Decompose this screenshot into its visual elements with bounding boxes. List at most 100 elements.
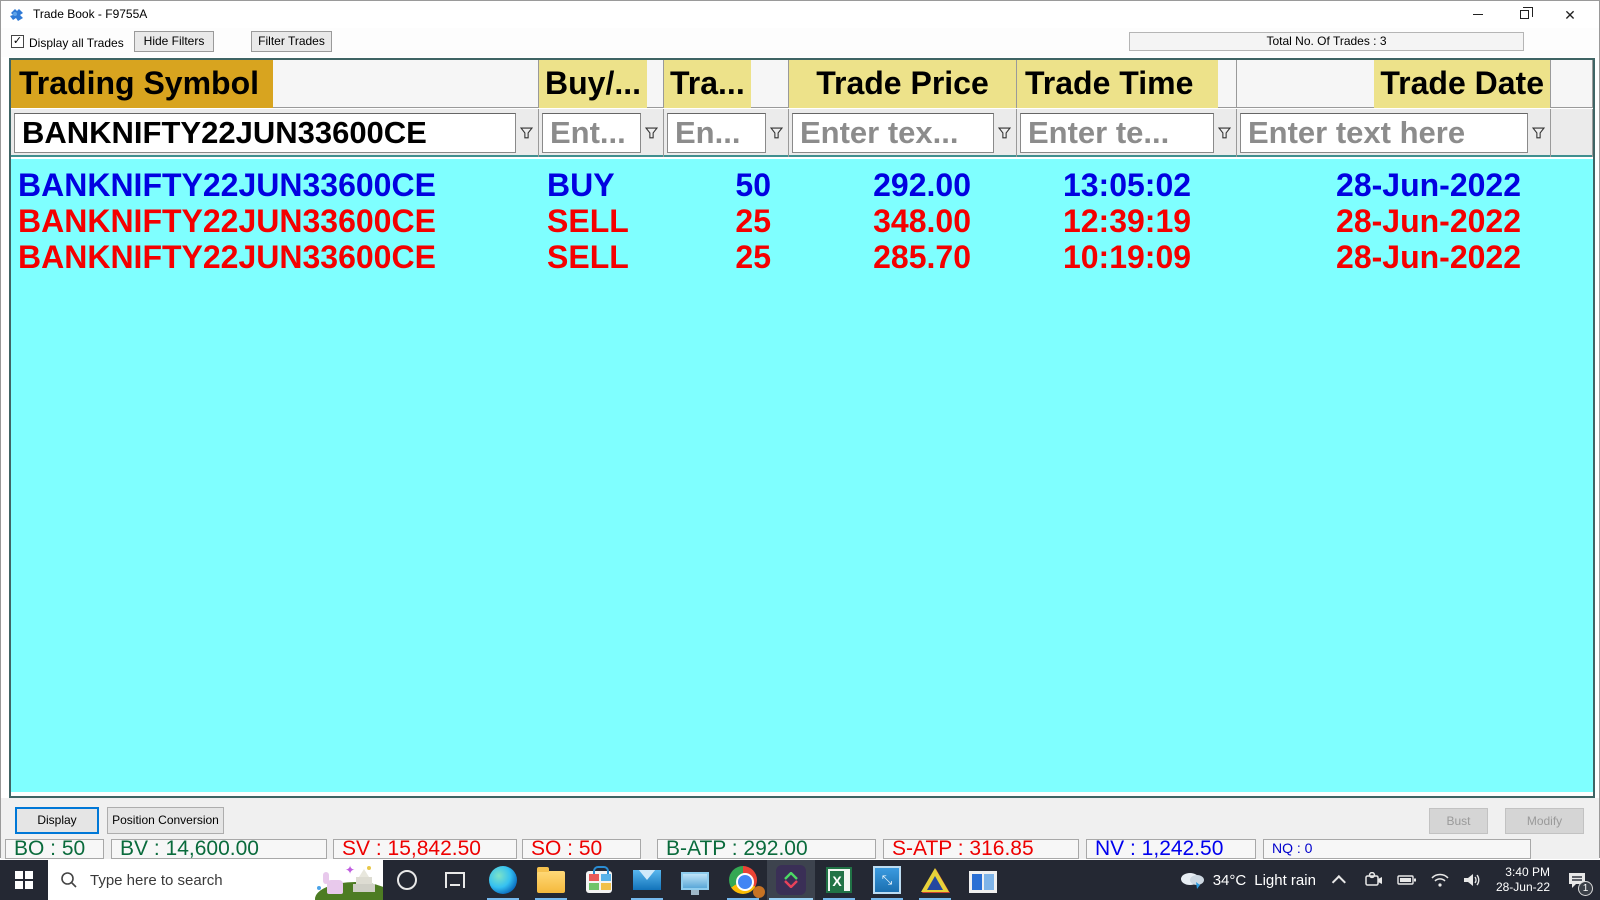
price-filter-input[interactable]: Enter tex... — [792, 113, 994, 153]
restore-button[interactable] — [1501, 1, 1547, 28]
meet-now-icon[interactable] — [1365, 872, 1383, 888]
cortana-icon — [397, 870, 417, 890]
filter-cell-side: Ent... — [539, 109, 664, 157]
column-header-trade-qty[interactable]: Tra... — [664, 60, 789, 108]
tray-expand-chevron-icon[interactable] — [1331, 875, 1346, 890]
app-puzzle-icon — [10, 9, 23, 21]
status-bo: BO : 50 — [5, 839, 104, 859]
cell-symbol: BANKNIFTY22JUN33600CE — [18, 167, 436, 203]
taskbar-item-window-app[interactable] — [959, 860, 1007, 900]
volume-icon[interactable] — [1463, 873, 1481, 887]
weather-widget[interactable]: 34°C Light rain — [1179, 870, 1316, 890]
task-view-icon — [445, 872, 465, 888]
title-bar: Trade Book - F9755A ✕ — [1, 1, 1599, 28]
edge-icon — [489, 866, 517, 894]
window-app-icon — [969, 870, 997, 893]
funnel-icon[interactable] — [1214, 113, 1234, 153]
weather-temp: 34°C — [1212, 871, 1247, 889]
side-filter-input[interactable]: Ent... — [542, 113, 641, 153]
cell-time: 10:19:09 — [1062, 239, 1192, 275]
taskbar-item-mail[interactable] — [623, 860, 671, 900]
taskbar-item-pc[interactable] — [671, 860, 719, 900]
taskbar-item-trading-app-active[interactable] — [767, 860, 815, 900]
modify-button[interactable]: Modify — [1505, 808, 1584, 834]
column-header-trade-time[interactable]: Trade Time — [1017, 60, 1237, 108]
qty-filter-input[interactable]: En... — [667, 113, 766, 153]
column-header-trading-symbol[interactable]: Trading Symbol — [11, 60, 539, 108]
taskbar: Type here to search ✦ ⤡ — [0, 860, 1600, 900]
cortana-button[interactable] — [383, 860, 431, 900]
battery-icon[interactable] — [1397, 874, 1417, 886]
cell-symbol: BANKNIFTY22JUN33600CE — [18, 239, 436, 275]
close-button[interactable]: ✕ — [1564, 6, 1576, 23]
status-so: SO : 50 — [522, 839, 641, 859]
filter-cell-time: Enter te... — [1017, 109, 1237, 157]
task-view-button[interactable] — [431, 860, 479, 900]
status-s-atp: S-ATP : 316.85 — [883, 839, 1079, 859]
cell-qty: 25 — [735, 203, 771, 239]
funnel-icon[interactable] — [516, 113, 536, 153]
column-header-trade-price[interactable]: Trade Price — [789, 60, 1017, 108]
taskbar-item-store[interactable] — [575, 860, 623, 900]
cell-side: SELL — [547, 203, 629, 239]
notification-center-button[interactable]: 1 — [1560, 860, 1594, 900]
taskbar-item-remote[interactable]: ⤡ — [863, 860, 911, 900]
grid-filter-row: BANKNIFTY22JUN33600CE Ent... En... Enter… — [11, 109, 1593, 157]
chrome-notification-badge — [753, 886, 765, 898]
monitor-icon — [681, 872, 709, 895]
display-button[interactable]: Display — [15, 807, 99, 834]
hide-filters-button[interactable]: Hide Filters — [134, 31, 214, 52]
display-all-trades-checkbox[interactable]: ✓ — [11, 35, 24, 48]
funnel-icon[interactable] — [766, 113, 786, 153]
taskbar-item-edge[interactable] — [479, 860, 527, 900]
cell-symbol: BANKNIFTY22JUN33600CE — [18, 203, 436, 239]
cell-price: 285.70 — [873, 239, 971, 275]
taskbar-item-explorer[interactable] — [527, 860, 575, 900]
wifi-icon[interactable] — [1431, 873, 1449, 887]
search-icon — [61, 872, 77, 888]
filter-cell-date: Enter text here — [1237, 109, 1551, 157]
chrome-icon — [729, 866, 757, 894]
windows-logo-icon — [15, 871, 33, 889]
bust-button[interactable]: Bust — [1429, 808, 1488, 834]
tray-time: 3:40 PM — [1505, 865, 1550, 879]
funnel-icon[interactable] — [641, 113, 661, 153]
funnel-icon[interactable] — [994, 113, 1014, 153]
minimize-button[interactable] — [1455, 1, 1501, 28]
cell-time: 12:39:19 — [1062, 203, 1192, 239]
trade-book-window: Trade Book - F9755A ✕ ✓ Display all Trad… — [0, 0, 1600, 859]
trading-app-icon — [776, 865, 806, 895]
trade-row[interactable]: BANKNIFTY22JUN33600CE SELL 25 348.00 12:… — [11, 203, 1593, 239]
window-controls: ✕ — [1455, 1, 1593, 28]
taskbar-item-chrome[interactable] — [719, 860, 767, 900]
tray-date: 28-Jun-22 — [1495, 880, 1550, 894]
time-filter-input[interactable]: Enter te... — [1020, 113, 1214, 153]
filter-trades-button[interactable]: Filter Trades — [251, 31, 332, 52]
cell-side: BUY — [547, 167, 615, 203]
column-header-trade-date[interactable]: Trade Date — [1237, 60, 1551, 108]
date-filter-input[interactable]: Enter text here — [1240, 113, 1528, 153]
cell-qty: 25 — [735, 239, 771, 275]
taskbar-item-triangle-app[interactable] — [911, 860, 959, 900]
search-input[interactable]: Type here to search ✦ — [48, 860, 383, 900]
grid-body: BANKNIFTY22JUN33600CE BUY 50 292.00 13:0… — [11, 159, 1593, 792]
filter-cell-qty: En... — [664, 109, 789, 157]
start-button[interactable] — [0, 860, 48, 900]
tray-clock[interactable]: 3:40 PM 28-Jun-22 — [1496, 865, 1550, 895]
taskbar-item-excel[interactable] — [815, 860, 863, 900]
weather-cloud-icon — [1180, 873, 1204, 889]
position-conversion-button[interactable]: Position Conversion — [107, 807, 224, 834]
cell-qty: 50 — [735, 167, 771, 203]
status-sv: SV : 15,842.50 — [333, 839, 517, 859]
window-title: Trade Book - F9755A — [33, 7, 148, 21]
status-nq: NQ : 0 — [1263, 839, 1531, 859]
symbol-filter-input[interactable]: BANKNIFTY22JUN33600CE — [14, 113, 516, 153]
trade-row[interactable]: BANKNIFTY22JUN33600CE BUY 50 292.00 13:0… — [11, 167, 1593, 203]
column-header-buy-sell[interactable]: Buy/... — [539, 60, 664, 108]
filter-cell-price: Enter tex... — [789, 109, 1017, 157]
bottom-panel: Display Position Conversion Bust Modify … — [1, 798, 1599, 859]
funnel-icon[interactable] — [1528, 113, 1548, 153]
status-b-atp: B-ATP : 292.00 — [657, 839, 876, 859]
folder-icon — [537, 867, 565, 893]
trade-row[interactable]: BANKNIFTY22JUN33600CE SELL 25 285.70 10:… — [11, 239, 1593, 275]
